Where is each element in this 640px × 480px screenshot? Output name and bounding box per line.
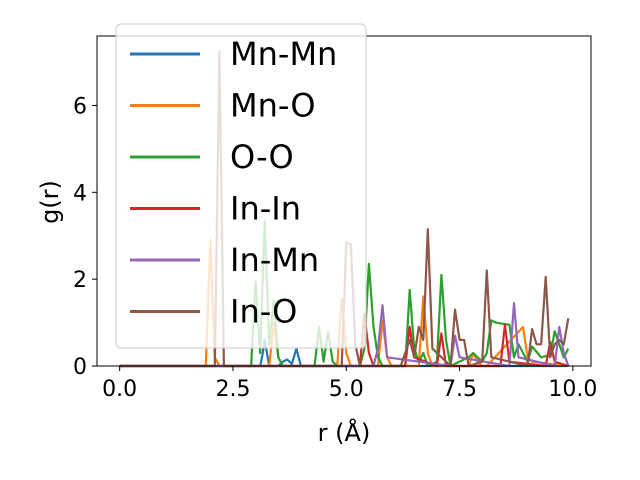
legend-label: Mn-Mn [230,35,337,73]
legend-label: O-O [230,138,294,176]
x-axis-label: r (Å) [318,418,371,447]
x-tick-label: 2.5 [215,377,250,402]
legend-label: In-In [230,190,301,228]
y-axis: 0 2 4 6 [73,94,97,380]
legend-label: In-O [230,293,297,331]
y-tick-label: 6 [73,94,87,119]
series-line-in-in [119,312,569,368]
legend-label: Mn-O [230,87,316,125]
y-tick-label: 4 [73,181,87,206]
legend: Mn-Mn Mn-O O-O In-In In-Mn In-O [115,23,367,349]
y-tick-label: 2 [73,268,87,293]
x-tick-label: 0.0 [102,377,137,402]
x-axis: 0.0 2.5 5.0 7.5 10.0 [102,366,597,402]
y-axis-label: g(r) [36,180,64,224]
x-tick-label: 10.0 [548,377,597,402]
legend-label: In-Mn [230,241,319,279]
x-tick-label: 7.5 [442,377,477,402]
series-line-o-o [119,219,570,368]
y-tick-label: 0 [73,355,87,380]
x-tick-label: 5.0 [329,377,364,402]
